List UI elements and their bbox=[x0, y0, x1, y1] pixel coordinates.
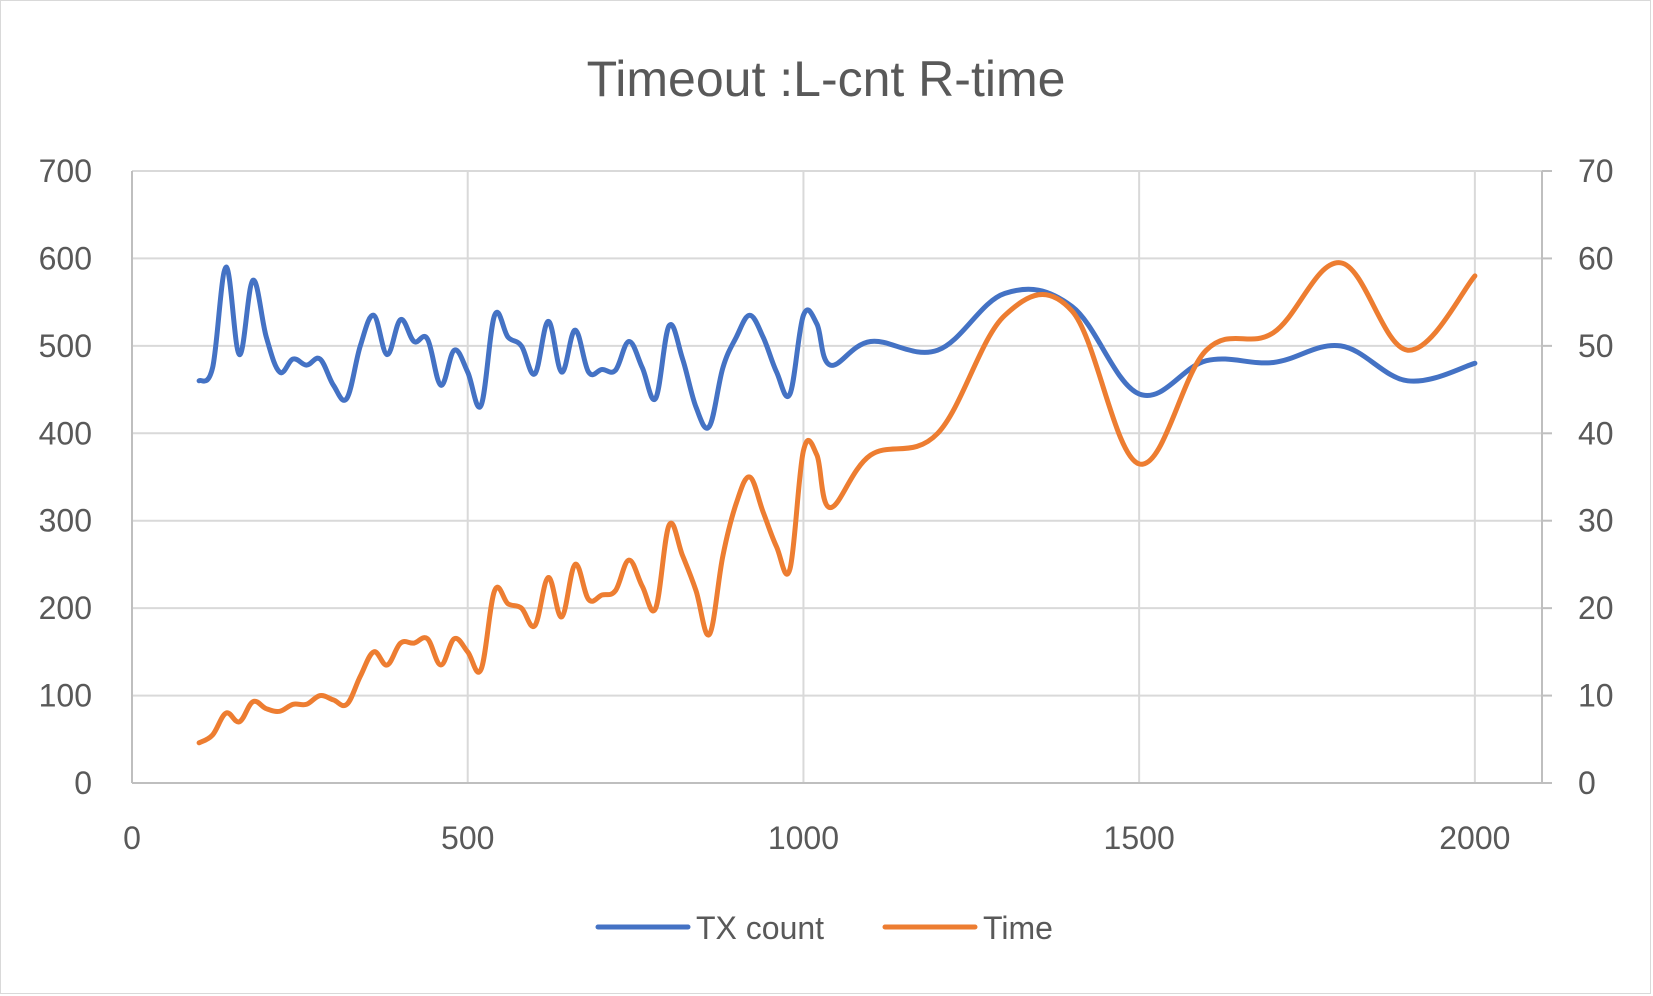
y-left-tick-label: 200 bbox=[39, 590, 92, 626]
y-right-tick-label: 50 bbox=[1578, 328, 1614, 364]
legend-label: TX count bbox=[696, 910, 824, 946]
y-right-tick-label: 30 bbox=[1578, 503, 1614, 539]
legend-item-time: Time bbox=[882, 910, 1053, 946]
series-line-tx-count bbox=[196, 264, 1478, 431]
y-left-tick-label: 0 bbox=[74, 765, 92, 801]
y-left-tick-label: 700 bbox=[39, 153, 92, 189]
y-left-tick-label: 100 bbox=[39, 678, 92, 714]
series-line-time bbox=[196, 260, 1478, 746]
legend-item-tx-count: TX count bbox=[595, 910, 824, 946]
x-tick-label: 2000 bbox=[1439, 820, 1510, 856]
y-right-tick-label: 40 bbox=[1578, 415, 1614, 451]
y-right-tick-label: 20 bbox=[1578, 590, 1614, 626]
y-right-tick-label: 10 bbox=[1578, 678, 1614, 714]
legend-label: Time bbox=[983, 910, 1053, 946]
y-right-tick-label: 0 bbox=[1578, 765, 1596, 801]
x-tick-label: 0 bbox=[123, 820, 141, 856]
x-tick-label: 1000 bbox=[768, 820, 839, 856]
x-tick-label: 500 bbox=[441, 820, 494, 856]
series-lines bbox=[196, 260, 1478, 746]
grid bbox=[132, 170, 1542, 783]
chart-title: Timeout :L-cnt R-time bbox=[587, 51, 1066, 107]
y-left-tick-label: 500 bbox=[39, 328, 92, 364]
y-right-tick-label: 70 bbox=[1578, 153, 1614, 189]
y-right-tick-label: 60 bbox=[1578, 240, 1614, 276]
y-left-tick-label: 300 bbox=[39, 503, 92, 539]
legend: TX count Time bbox=[595, 910, 1053, 946]
y-left-tick-label: 400 bbox=[39, 415, 92, 451]
y-left-tick-label: 600 bbox=[39, 240, 92, 276]
x-tick-label: 1500 bbox=[1104, 820, 1175, 856]
